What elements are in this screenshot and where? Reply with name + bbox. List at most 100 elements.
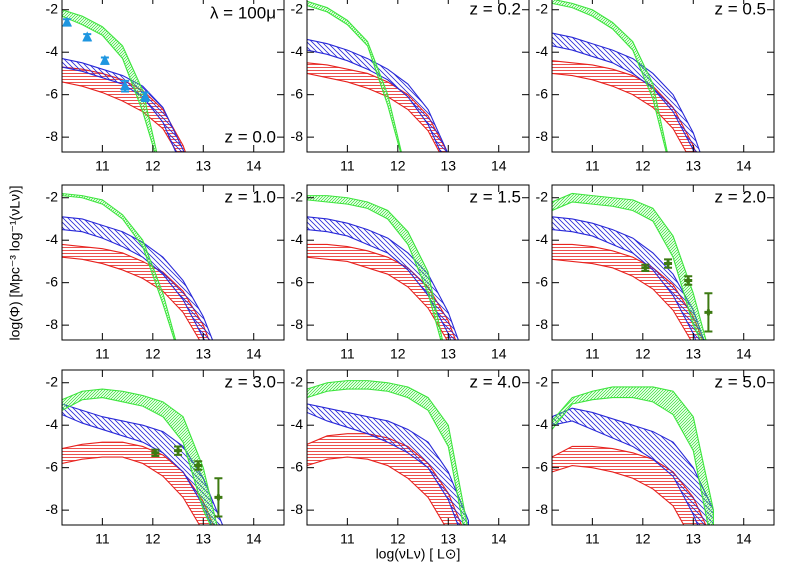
y-tick-label: -8 xyxy=(291,128,304,144)
x-tick-label: 11 xyxy=(95,158,110,174)
x-tick-label: 14 xyxy=(736,346,752,362)
x-tick-label: 11 xyxy=(585,346,600,362)
data-point xyxy=(664,260,673,267)
x-tick-label: 13 xyxy=(440,158,456,174)
plot-area xyxy=(307,380,470,525)
x-tick-label: 14 xyxy=(246,531,262,547)
x-tick-label: 14 xyxy=(736,531,752,547)
y-tick-label: -2 xyxy=(291,373,304,389)
panel: 11 12 13 14 -2 -4 -6 -8 z = 4.0 xyxy=(291,369,530,547)
data-point xyxy=(62,16,73,27)
panel: 11 12 13 14 -2 -4 -6 -8 z = 2.0 xyxy=(536,184,775,362)
panel-frame xyxy=(551,0,775,153)
x-tick-label: 12 xyxy=(145,346,161,362)
y-tick-label: -6 xyxy=(536,273,549,289)
y-tick-label: -8 xyxy=(46,501,59,517)
band xyxy=(307,0,402,152)
panel: 11 12 13 14 -2 -4 -6 -8 z = 1.0 xyxy=(46,184,285,362)
y-tick-label: -2 xyxy=(291,0,304,16)
y-tick-label: -6 xyxy=(46,458,59,474)
x-tick-label: 12 xyxy=(635,158,651,174)
data-point xyxy=(684,277,693,284)
y-tick-label: -2 xyxy=(46,188,59,204)
x-tick-label: 12 xyxy=(635,531,651,547)
panel-label: z = 2.0 xyxy=(714,187,766,206)
data-point xyxy=(641,264,650,271)
band xyxy=(307,403,470,525)
panel-frame xyxy=(551,369,775,526)
plot-area xyxy=(62,388,224,525)
y-tick-label: -6 xyxy=(536,85,549,101)
y-tick-label: -8 xyxy=(46,128,59,144)
y-tick-label: -4 xyxy=(536,231,549,247)
y-tick-label: -8 xyxy=(46,316,59,332)
data-point xyxy=(174,447,183,454)
plot-area xyxy=(62,9,187,152)
x-tick-label: 11 xyxy=(340,531,355,547)
x-tick-label: 11 xyxy=(95,531,110,547)
y-tick-label: -8 xyxy=(536,501,549,517)
x-tick-label: 12 xyxy=(635,346,651,362)
data-point xyxy=(214,494,223,501)
x-tick-label: 12 xyxy=(145,531,161,547)
y-tick-label: -2 xyxy=(291,188,304,204)
x-tick-label: 11 xyxy=(585,158,600,174)
panel-label: z = 5.0 xyxy=(714,372,766,391)
x-tick-label: 13 xyxy=(685,346,701,362)
x-tick-label: 13 xyxy=(440,346,456,362)
y-tick-label: -8 xyxy=(291,316,304,332)
y-tick-label: -8 xyxy=(536,128,549,144)
panel: 11 12 13 14 -2 -4 -6 -8 z = 5.0 xyxy=(536,369,775,547)
plot-area xyxy=(307,0,448,152)
panel-label: z = 0.2 xyxy=(469,0,521,18)
x-tick-label: 14 xyxy=(491,346,507,362)
panel-frame xyxy=(306,369,530,526)
y-tick-label: -4 xyxy=(46,416,59,432)
y-axis-label: log(Φ) [Mpc⁻³ log⁻¹(νLν)] xyxy=(7,185,23,340)
band xyxy=(307,380,468,525)
panel-label: z = 1.0 xyxy=(224,187,276,206)
plot-area xyxy=(552,0,701,152)
x-tick-label: 12 xyxy=(390,346,406,362)
y-tick-label: -6 xyxy=(291,273,304,289)
panel-frame xyxy=(61,0,285,153)
data-point xyxy=(82,31,93,42)
band xyxy=(62,216,214,340)
x-tick-label: 11 xyxy=(340,158,355,174)
band xyxy=(62,58,185,152)
panel-label: z = 0.5 xyxy=(714,0,766,18)
plot-area xyxy=(307,195,459,340)
band xyxy=(552,60,697,152)
y-tick-label: -4 xyxy=(291,43,304,59)
y-tick-label: -4 xyxy=(46,231,59,247)
y-tick-label: -6 xyxy=(291,85,304,101)
band xyxy=(62,388,218,525)
panel-label: z = 3.0 xyxy=(224,372,276,391)
panel-frame xyxy=(551,184,775,341)
y-tick-label: -6 xyxy=(46,85,59,101)
x-tick-label: 11 xyxy=(340,346,355,362)
y-tick-label: -6 xyxy=(536,458,549,474)
band xyxy=(552,192,707,340)
x-tick-label: 13 xyxy=(195,158,211,174)
y-tick-label: -4 xyxy=(536,416,549,432)
x-tick-label: 14 xyxy=(246,346,262,362)
data-point xyxy=(140,90,151,101)
band xyxy=(552,445,707,525)
panel-frame xyxy=(306,0,530,153)
panel: 11 12 13 14 -2 -4 -6 -8 λ = 100μ z = 0.0 xyxy=(46,0,285,174)
band xyxy=(552,0,668,152)
y-tick-label: -6 xyxy=(291,458,304,474)
x-tick-label: 13 xyxy=(440,531,456,547)
y-tick-label: -2 xyxy=(46,373,59,389)
y-tick-label: -6 xyxy=(46,273,59,289)
y-tick-label: -2 xyxy=(536,188,549,204)
x-tick-label: 11 xyxy=(585,531,600,547)
y-tick-label: -4 xyxy=(291,416,304,432)
y-tick-label: -4 xyxy=(46,43,59,59)
band xyxy=(62,192,177,340)
y-tick-label: -4 xyxy=(291,231,304,247)
x-tick-label: 12 xyxy=(390,158,406,174)
panel: 11 12 13 14 -2 -4 -6 -8 z = 0.2 xyxy=(291,0,530,174)
